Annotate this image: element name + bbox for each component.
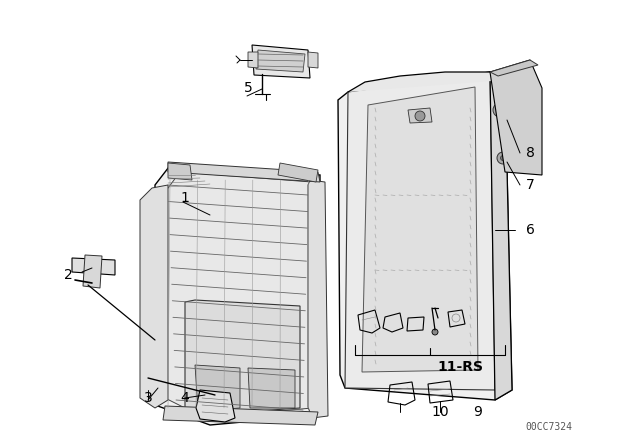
Polygon shape [256, 50, 305, 72]
Text: 11-RS: 11-RS [437, 360, 483, 374]
Polygon shape [345, 72, 495, 390]
Polygon shape [490, 60, 538, 76]
Polygon shape [408, 108, 432, 123]
Polygon shape [490, 60, 542, 175]
Polygon shape [248, 368, 295, 408]
Polygon shape [185, 300, 300, 415]
Text: 8: 8 [525, 146, 534, 160]
Circle shape [415, 111, 425, 121]
Polygon shape [140, 185, 168, 408]
Polygon shape [163, 406, 318, 425]
Polygon shape [72, 258, 115, 275]
Polygon shape [248, 52, 258, 68]
Text: 1: 1 [180, 191, 189, 205]
Polygon shape [83, 255, 102, 288]
Text: 9: 9 [474, 405, 483, 419]
Polygon shape [308, 180, 328, 418]
Polygon shape [195, 365, 240, 411]
Polygon shape [168, 162, 320, 182]
Text: 00CC7324: 00CC7324 [525, 422, 572, 432]
Polygon shape [168, 163, 192, 180]
Circle shape [497, 107, 503, 113]
Polygon shape [338, 72, 512, 400]
Polygon shape [165, 172, 312, 418]
Circle shape [497, 152, 509, 164]
Text: 3: 3 [143, 391, 152, 405]
Text: 5: 5 [244, 81, 252, 95]
Text: 10: 10 [431, 405, 449, 419]
Circle shape [500, 155, 506, 160]
Polygon shape [252, 45, 310, 78]
Polygon shape [362, 87, 478, 372]
Text: 7: 7 [525, 178, 534, 192]
Polygon shape [348, 72, 505, 92]
Polygon shape [308, 52, 318, 68]
Polygon shape [278, 163, 318, 182]
Polygon shape [196, 390, 235, 422]
Text: 6: 6 [525, 223, 534, 237]
Text: 4: 4 [180, 391, 189, 405]
Polygon shape [490, 72, 512, 400]
Circle shape [493, 103, 507, 117]
Polygon shape [155, 163, 320, 425]
Text: 2: 2 [63, 268, 72, 282]
Circle shape [432, 329, 438, 335]
